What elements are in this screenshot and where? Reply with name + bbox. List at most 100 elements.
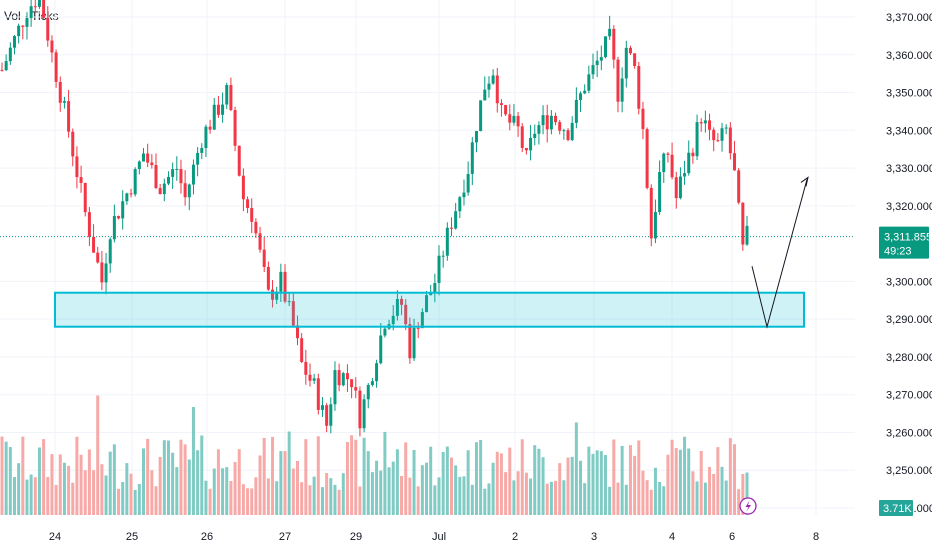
candle-body	[570, 122, 574, 141]
volume-bar	[142, 448, 146, 515]
volume-bar	[699, 451, 703, 515]
volume-bar	[71, 482, 75, 515]
volume-bar	[179, 439, 183, 515]
volume-bar	[674, 448, 678, 515]
volume-bar	[320, 487, 324, 515]
volume-bar	[620, 445, 624, 515]
candle-body	[412, 327, 416, 359]
candle-body	[562, 130, 566, 132]
candle-body	[250, 208, 254, 222]
volume-bar	[246, 488, 250, 515]
candle-body	[216, 104, 220, 115]
volume-bar	[50, 454, 54, 515]
volume-bar	[408, 477, 412, 515]
candle-body	[279, 271, 283, 292]
time-tick-label: 24	[49, 531, 61, 543]
volume-bar	[333, 484, 337, 515]
volume-bar	[29, 474, 33, 515]
candle-body	[649, 187, 653, 239]
volume-bar	[645, 480, 649, 515]
volume-bar	[162, 440, 166, 515]
volume-bar	[312, 476, 316, 515]
volume-bar	[703, 482, 707, 515]
volume-bar	[158, 456, 162, 515]
candle-body	[408, 324, 412, 359]
candle-body	[416, 327, 420, 329]
volume-bar	[83, 470, 87, 515]
candle-body	[445, 227, 449, 256]
volume-bar	[387, 467, 391, 515]
volume-bar	[79, 454, 83, 515]
time-tick-label: 3	[591, 531, 597, 543]
volume-bar	[287, 431, 291, 515]
volume-bar	[154, 486, 158, 515]
candle-body	[658, 172, 662, 213]
candle-body	[591, 65, 595, 75]
candle-body	[146, 153, 150, 163]
volume-bar	[495, 451, 499, 515]
candle-body	[737, 170, 741, 203]
candle-body	[129, 193, 133, 195]
candle-body	[67, 101, 71, 132]
candle-body	[246, 199, 250, 209]
candle-body	[516, 115, 520, 127]
volume-bar	[562, 480, 566, 515]
candle-body	[237, 145, 241, 176]
volume-bar	[641, 470, 645, 515]
volume-bar	[229, 481, 233, 515]
volume-bar	[92, 470, 96, 515]
volume-bar	[208, 488, 212, 515]
support-zone[interactable]	[54, 291, 805, 328]
candle-body	[404, 304, 408, 325]
volume-bar	[308, 485, 312, 515]
volume-bar	[304, 439, 308, 515]
volume-bar	[250, 488, 254, 515]
volume-bar	[137, 484, 141, 515]
candle-body	[474, 131, 478, 143]
candle-body	[37, 0, 41, 7]
volume-bar	[429, 446, 433, 515]
candle-body	[46, 17, 50, 41]
candle-body	[512, 115, 516, 123]
volume-bar	[275, 481, 279, 515]
candle-body	[8, 47, 12, 62]
candle-body	[275, 291, 279, 300]
price-axis[interactable]	[855, 0, 932, 550]
time-tick-label: 2	[512, 531, 518, 543]
volume-bar	[441, 452, 445, 515]
volume-bar	[587, 446, 591, 515]
volume-bar	[433, 485, 437, 515]
candle-body	[470, 142, 474, 174]
volume-bar	[483, 488, 487, 515]
lightning-icon[interactable]	[739, 497, 757, 515]
volume-bar	[237, 449, 241, 515]
price-tick-label: 3,360.000	[886, 50, 932, 62]
volume-bar	[262, 437, 266, 515]
time-axis[interactable]	[0, 515, 932, 550]
volume-bar	[412, 449, 416, 515]
candle-body	[483, 89, 487, 101]
volume-bar	[37, 447, 41, 515]
candle-body	[566, 130, 570, 141]
volume-bar	[425, 462, 429, 515]
candle-body	[196, 152, 200, 165]
volume-bar	[316, 436, 320, 515]
candle-body	[662, 153, 666, 173]
volume-bar	[474, 442, 478, 515]
price-tick-label: 3,250.000	[886, 465, 932, 477]
projection-path[interactable]	[751, 179, 808, 329]
candle-body	[666, 153, 670, 155]
candle-body	[75, 156, 79, 178]
volume-bar	[337, 489, 341, 515]
volume-bar	[437, 477, 441, 515]
volume-bar	[254, 477, 258, 515]
price-tick-label: 3,340.000	[886, 125, 932, 137]
candle-body	[175, 169, 179, 171]
price-tick-label: 3,320.000	[886, 201, 932, 213]
candle-body	[395, 298, 399, 316]
volume-bar	[745, 472, 749, 515]
volume-bar	[566, 457, 570, 515]
candle-body	[678, 176, 682, 199]
candle-body	[370, 381, 374, 385]
